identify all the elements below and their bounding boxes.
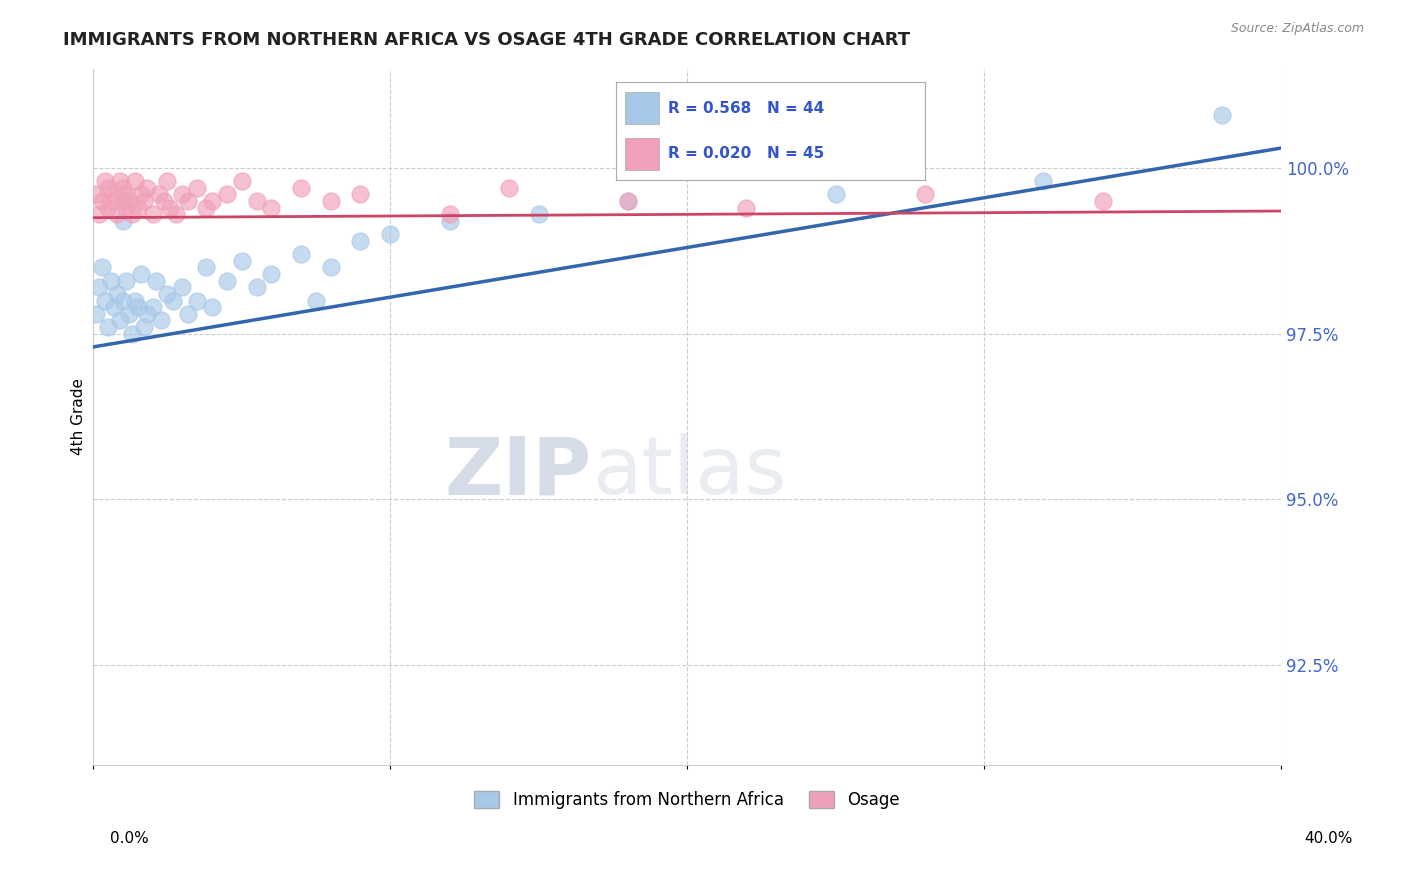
Point (177, 194, 200, 208)
Point (824, 187, 846, 202)
Point (177, 307, 200, 321)
Point (616, 194, 638, 208)
Point (115, 201, 138, 215)
Point (231, 174, 253, 188)
Point (1091, 194, 1114, 208)
Point (201, 300, 224, 314)
Text: Source: ZipAtlas.com: Source: ZipAtlas.com (1230, 22, 1364, 36)
Point (156, 174, 179, 188)
Point (142, 300, 165, 314)
Point (260, 267, 283, 281)
Point (153, 194, 176, 208)
Point (186, 181, 208, 195)
Point (195, 201, 218, 215)
Point (150, 313, 173, 327)
Point (111, 214, 134, 228)
Point (148, 187, 170, 202)
Point (111, 293, 134, 308)
Point (132, 194, 155, 208)
Point (215, 274, 238, 288)
Point (100, 194, 122, 208)
Point (97, 201, 120, 215)
Point (124, 293, 146, 308)
Point (349, 187, 371, 202)
Point (129, 187, 152, 202)
Text: 40.0%: 40.0% (1305, 831, 1353, 846)
Point (103, 300, 125, 314)
Point (111, 181, 134, 195)
Text: 0.0%: 0.0% (110, 831, 149, 846)
Point (231, 253, 253, 268)
Point (145, 274, 167, 288)
Point (165, 207, 187, 221)
Point (127, 201, 149, 215)
Point (439, 214, 461, 228)
Point (498, 181, 520, 195)
Point (135, 307, 157, 321)
Point (108, 313, 131, 327)
Point (91, 260, 114, 275)
Legend: Immigrants from Northern Africa, Osage: Immigrants from Northern Africa, Osage (468, 784, 907, 815)
Point (84, 307, 107, 321)
Point (124, 174, 146, 188)
Point (97, 320, 120, 334)
Point (103, 187, 125, 202)
Point (527, 207, 550, 221)
Point (108, 174, 131, 188)
Point (172, 280, 194, 294)
Point (100, 274, 122, 288)
Point (142, 207, 165, 221)
Point (121, 207, 143, 221)
Point (118, 194, 141, 208)
Point (378, 227, 401, 242)
Point (132, 320, 155, 334)
Point (245, 280, 267, 294)
Point (201, 194, 224, 208)
Point (162, 293, 184, 308)
Point (91, 194, 114, 208)
Point (121, 326, 143, 341)
Point (349, 234, 371, 248)
Point (105, 207, 128, 221)
Point (260, 201, 283, 215)
Point (1032, 174, 1054, 188)
Point (89, 207, 111, 221)
Text: atlas: atlas (592, 434, 786, 511)
Point (245, 194, 267, 208)
Point (118, 307, 141, 321)
Point (127, 300, 149, 314)
Point (1211, 108, 1233, 122)
Point (914, 187, 936, 202)
Point (186, 293, 208, 308)
Point (172, 187, 194, 202)
Point (735, 201, 758, 215)
Text: IMMIGRANTS FROM NORTHERN AFRICA VS OSAGE 4TH GRADE CORRELATION CHART: IMMIGRANTS FROM NORTHERN AFRICA VS OSAGE… (63, 31, 911, 49)
Point (290, 247, 312, 261)
Point (111, 194, 134, 208)
Text: ZIP: ZIP (444, 434, 592, 511)
Point (305, 293, 328, 308)
Point (97, 181, 120, 195)
Point (94, 174, 117, 188)
Point (89, 280, 111, 294)
Point (84, 187, 107, 202)
Point (195, 260, 218, 275)
Point (156, 286, 179, 301)
Point (616, 194, 638, 208)
Point (129, 267, 152, 281)
Point (215, 187, 238, 202)
Y-axis label: 4th Grade: 4th Grade (72, 378, 86, 455)
Point (105, 286, 128, 301)
Point (94, 293, 117, 308)
Point (290, 181, 312, 195)
Point (439, 207, 461, 221)
Point (159, 201, 181, 215)
Point (319, 260, 342, 275)
Point (115, 274, 138, 288)
Point (319, 194, 342, 208)
Point (115, 187, 138, 202)
Point (135, 181, 157, 195)
